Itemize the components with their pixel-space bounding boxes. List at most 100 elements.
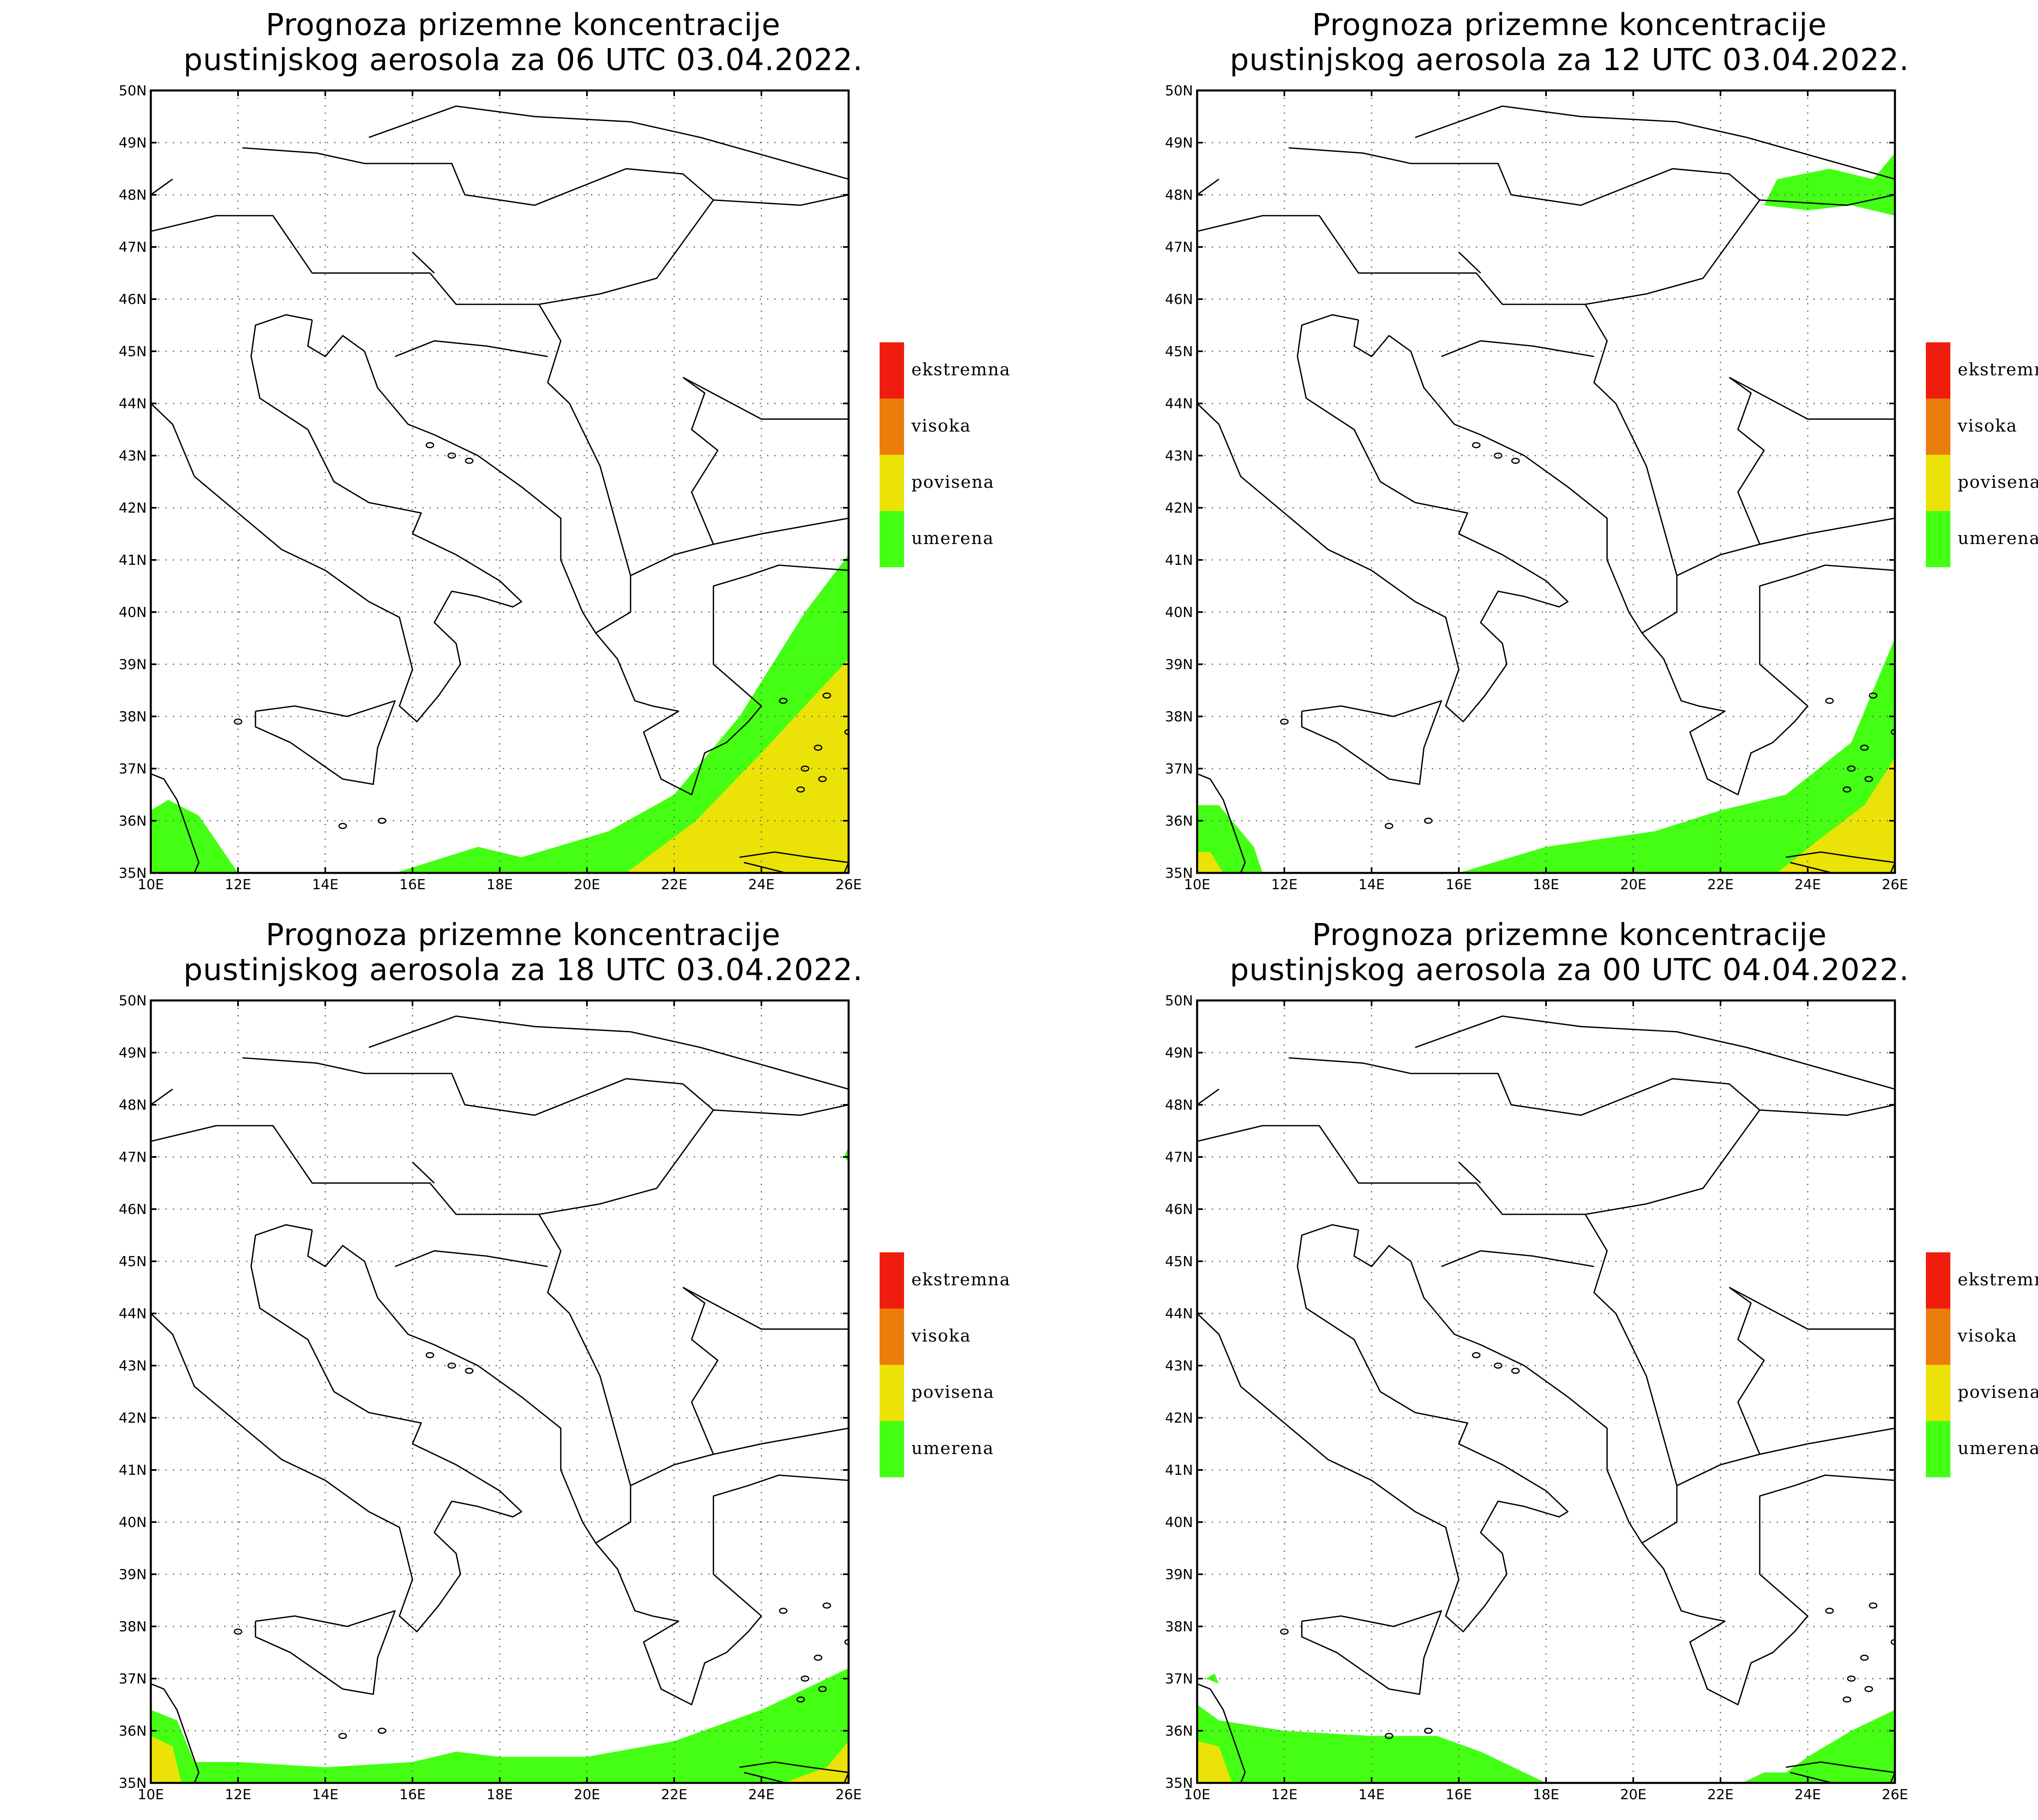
lon-label: 18E — [487, 1787, 513, 1803]
lat-label: 35N — [119, 865, 147, 881]
coastline — [151, 1224, 523, 1633]
legend-swatch-povisena — [1926, 455, 1950, 511]
legend-swatch-povisena — [1926, 1365, 1950, 1421]
coastline — [1288, 1057, 1760, 1215]
island — [1511, 1368, 1520, 1374]
lon-label: 20E — [1620, 877, 1647, 893]
lon-label: 26E — [836, 877, 862, 893]
coastline — [1441, 340, 1594, 357]
coastline — [682, 377, 849, 420]
lat-label: 41N — [119, 1462, 147, 1478]
lat-label: 41N — [119, 552, 147, 568]
island — [818, 776, 827, 782]
lat-label: 46N — [1165, 1201, 1193, 1218]
island — [1890, 1639, 1895, 1645]
island — [814, 745, 823, 751]
lat-label: 36N — [1165, 1723, 1193, 1739]
coastline — [1759, 518, 1895, 545]
lat-label: 44N — [119, 1306, 147, 1322]
lat-label: 38N — [119, 709, 147, 725]
lat-label: 39N — [1165, 1567, 1193, 1583]
legend-label-visoka: visoka — [1958, 416, 2018, 436]
lon-label: 20E — [574, 1787, 600, 1803]
island — [801, 1675, 809, 1682]
legend-swatch-povisena — [880, 455, 904, 511]
island — [1842, 786, 1851, 793]
umerena-area — [844, 1146, 849, 1162]
island — [818, 1686, 827, 1692]
lat-label: 37N — [119, 761, 147, 777]
lat-label: 48N — [1165, 1097, 1193, 1113]
legend-label-umerena: umerena — [1958, 528, 2038, 548]
island — [338, 823, 347, 829]
povisena-area — [783, 1741, 849, 1783]
lat-label: 40N — [1165, 604, 1193, 621]
island — [426, 442, 435, 448]
coastline — [1458, 251, 1481, 274]
coastline — [1415, 1015, 1895, 1090]
lon-label: 12E — [225, 1787, 251, 1803]
lat-label: 50N — [119, 993, 147, 1009]
island — [796, 1696, 805, 1703]
legend-swatch-ekstremna — [1926, 1252, 1950, 1309]
island — [1860, 745, 1869, 751]
umerena-area — [1197, 805, 1263, 873]
lat-label: 41N — [1165, 1462, 1193, 1478]
coastline — [630, 377, 719, 576]
coastline — [713, 1428, 849, 1455]
legend-label-ekstremna: ekstremna — [911, 1269, 1011, 1289]
coastline — [1441, 1250, 1594, 1267]
lat-label: 46N — [119, 1201, 147, 1218]
lat-label: 38N — [119, 1619, 147, 1635]
umerena-area — [1459, 638, 1895, 873]
coastline — [1288, 147, 1760, 305]
island — [1280, 718, 1289, 725]
island — [1825, 698, 1834, 704]
legend-label-umerena: umerena — [911, 528, 994, 548]
coastline — [1353, 319, 1895, 795]
coastline — [151, 1683, 200, 1783]
island — [1860, 1655, 1869, 1661]
coastline — [713, 194, 849, 206]
legend-swatch-umerena — [880, 511, 904, 567]
island — [234, 1628, 243, 1635]
island — [796, 786, 805, 793]
lat-label: 36N — [119, 813, 147, 829]
coastline — [1458, 1161, 1481, 1184]
lat-label: 45N — [1165, 1254, 1193, 1270]
lon-label: 20E — [1620, 1787, 1647, 1803]
lat-label: 48N — [1165, 187, 1193, 203]
coastline — [395, 340, 548, 357]
island — [1847, 1675, 1856, 1682]
lat-label: 37N — [1165, 761, 1193, 777]
island — [1385, 1733, 1394, 1739]
lat-label: 50N — [1165, 83, 1193, 99]
island — [1864, 776, 1873, 782]
lon-label: 10E — [138, 877, 164, 893]
lat-label: 41N — [1165, 552, 1193, 568]
legend-swatch-visoka — [880, 399, 904, 455]
island — [1825, 1608, 1834, 1614]
lat-label: 49N — [1165, 1045, 1193, 1061]
legend-label-visoka: visoka — [1958, 1326, 2018, 1346]
lat-label: 48N — [119, 187, 147, 203]
lon-label: 26E — [1882, 877, 1908, 893]
legend-swatch-umerena — [1926, 1421, 1950, 1477]
lon-label: 24E — [1795, 877, 1821, 893]
island — [823, 1602, 831, 1609]
lon-label: 20E — [574, 877, 600, 893]
panel-subtitle: pustinjskog aerosola za 12 UTC 03.04.202… — [1229, 42, 1910, 77]
lat-label: 43N — [1165, 1358, 1193, 1374]
coastline — [307, 1229, 849, 1705]
lon-label: 14E — [312, 877, 339, 893]
coastline — [151, 773, 200, 873]
lon-label: 26E — [1882, 1787, 1908, 1803]
lat-label: 47N — [119, 1149, 147, 1166]
lon-label: 12E — [1271, 1787, 1298, 1803]
coastline — [151, 215, 631, 634]
lat-label: 38N — [1165, 709, 1193, 725]
island — [1842, 1696, 1851, 1703]
coastline — [1729, 377, 1895, 420]
island — [779, 698, 787, 704]
legend-swatch-visoka — [1926, 1309, 1950, 1365]
